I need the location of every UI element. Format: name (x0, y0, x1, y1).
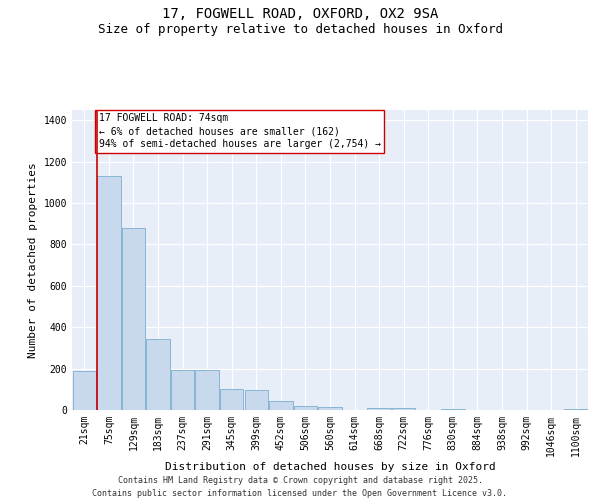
Text: Contains HM Land Registry data © Crown copyright and database right 2025.
Contai: Contains HM Land Registry data © Crown c… (92, 476, 508, 498)
Text: 17, FOGWELL ROAD, OXFORD, OX2 9SA: 17, FOGWELL ROAD, OXFORD, OX2 9SA (162, 8, 438, 22)
Bar (171, 370, 194, 410)
Bar (564, 409, 587, 410)
Bar (367, 408, 391, 410)
Bar (97, 176, 121, 410)
Bar (73, 370, 96, 410)
Bar (294, 406, 317, 410)
X-axis label: Distribution of detached houses by size in Oxford: Distribution of detached houses by size … (164, 462, 496, 471)
Bar (319, 407, 341, 410)
Bar (245, 390, 268, 410)
Bar (196, 370, 219, 410)
Bar (392, 408, 415, 410)
Bar (441, 409, 464, 410)
Bar (220, 390, 244, 410)
Bar (269, 400, 293, 410)
Bar (146, 338, 170, 410)
Bar (122, 228, 145, 410)
Text: Size of property relative to detached houses in Oxford: Size of property relative to detached ho… (97, 22, 503, 36)
Y-axis label: Number of detached properties: Number of detached properties (28, 162, 38, 358)
Text: 17 FOGWELL ROAD: 74sqm
← 6% of detached houses are smaller (162)
94% of semi-det: 17 FOGWELL ROAD: 74sqm ← 6% of detached … (98, 113, 380, 150)
